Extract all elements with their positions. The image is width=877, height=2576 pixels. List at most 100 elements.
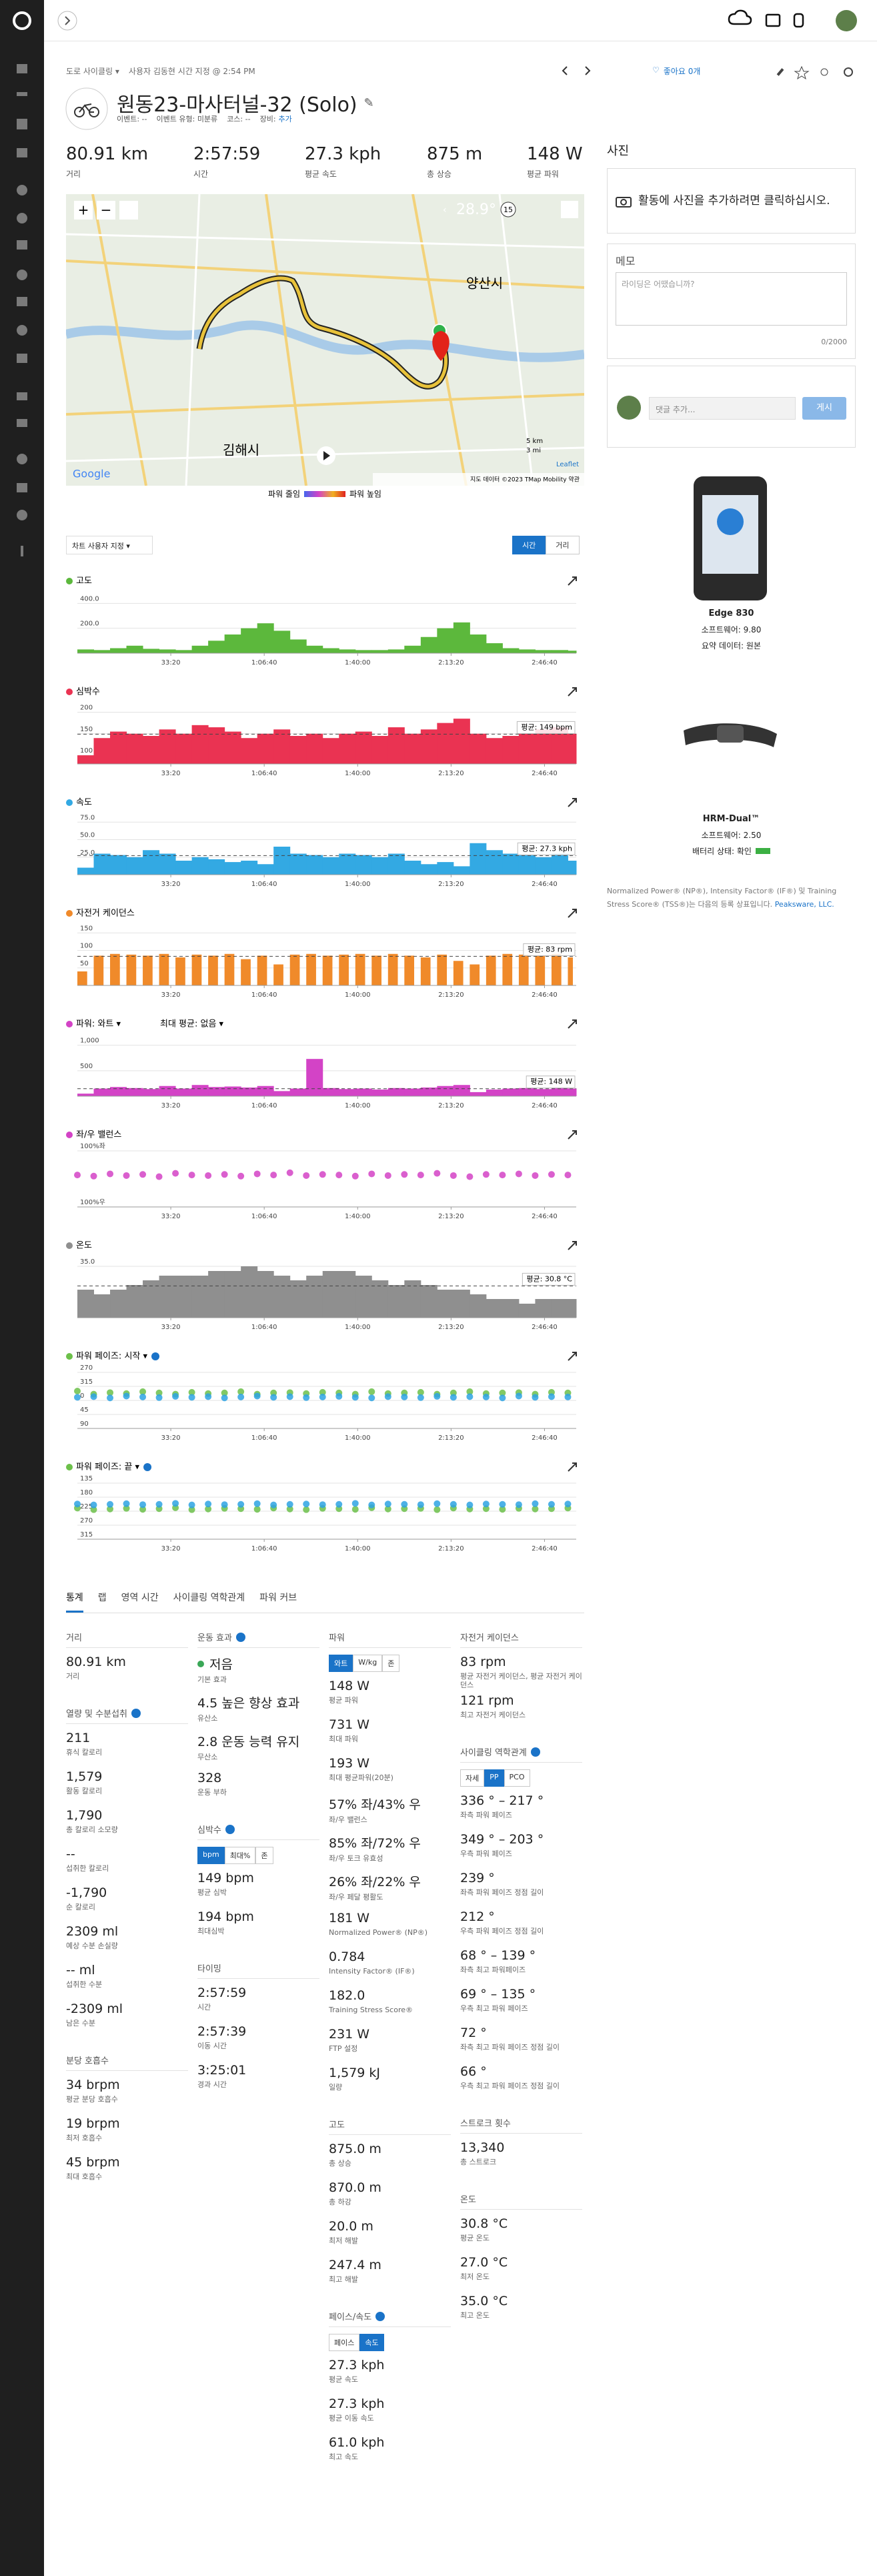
map[interactable]: + − ‹ 28.9° 15 양산시 김해시 Google 5 km 3 mi …	[66, 194, 584, 486]
layers[interactable]	[119, 201, 138, 220]
avatar[interactable]	[836, 10, 857, 31]
toggle-option[interactable]: 최대%	[224, 1847, 256, 1864]
end-pin[interactable]	[432, 331, 450, 361]
area-segment	[453, 719, 470, 764]
fullscreen[interactable]	[561, 201, 578, 218]
area-segment	[143, 649, 160, 653]
help-icon[interactable]	[235, 1632, 245, 1642]
expand-icon[interactable]	[568, 798, 577, 807]
stat-value: 61.0 kph	[329, 2435, 385, 2450]
toggle-option[interactable]: 속도	[359, 2334, 384, 2351]
panel-title[interactable]: 파워 페이즈: 시작 ▾	[76, 1352, 147, 1362]
inbox-icon[interactable]	[765, 13, 781, 27]
activity-type[interactable]: 도로 사이클링 ▾	[66, 67, 119, 76]
toggle-option[interactable]: 자세	[460, 1769, 485, 1787]
expand-icon[interactable]	[568, 1352, 577, 1361]
summary-value: 875 m	[427, 144, 483, 164]
stats-tab[interactable]: 파워 커브	[259, 1593, 297, 1603]
trademark-link[interactable]: Peaksware, LLC.	[774, 900, 834, 909]
toggle-option[interactable]: 시간	[512, 536, 546, 554]
expand-icon[interactable]	[568, 687, 577, 697]
nav-icon[interactable]	[17, 64, 27, 73]
toggle-option[interactable]: PCO	[504, 1769, 530, 1787]
toggle-option[interactable]: 존	[255, 1847, 273, 1864]
expand-nav[interactable]	[57, 11, 77, 31]
comment-input[interactable]: 댓글 추가...	[649, 397, 796, 420]
gear-link[interactable]: 추가	[278, 115, 292, 123]
nav-icon[interactable]	[17, 454, 27, 464]
average-label-bg	[526, 1076, 576, 1089]
upload-icon[interactable]	[728, 9, 752, 25]
comment-submit[interactable]: 게시	[802, 397, 846, 420]
stats-tab[interactable]: 사이클링 역학관계	[173, 1593, 245, 1603]
help-icon[interactable]	[225, 1824, 235, 1834]
nav-icon[interactable]	[17, 325, 27, 336]
device-line: 배터리 상태: 확인	[607, 843, 856, 859]
prev-activity[interactable]	[562, 66, 568, 75]
stats-tab[interactable]: 영역 시간	[121, 1593, 159, 1603]
nav-icon[interactable]	[17, 297, 27, 306]
device-name[interactable]: Edge 830	[708, 608, 754, 618]
unit-toggle: 자세 PP PCO	[460, 1769, 582, 1787]
toggle-option[interactable]: 페이스	[329, 2334, 360, 2351]
chart-customize[interactable]: 차트 사용자 지정 ▾	[66, 536, 153, 554]
device-name[interactable]: HRM-Dual™	[702, 814, 760, 824]
nav-icon[interactable]	[17, 483, 27, 492]
toggle-option[interactable]: bpm	[197, 1847, 225, 1864]
nav-icon[interactable]	[21, 546, 23, 556]
photos-box[interactable]: 활동에 사진을 추가하려면 클릭하십시오.	[607, 168, 856, 234]
nav-icon[interactable]	[17, 119, 27, 129]
nav-icon[interactable]	[17, 392, 27, 400]
help-icon[interactable]	[530, 1747, 540, 1757]
notes-input[interactable]: 라이딩은 어땠습니까?	[616, 272, 847, 326]
star-icon[interactable]	[794, 65, 810, 80]
nav-icon[interactable]	[17, 354, 27, 363]
area-segment	[387, 1285, 405, 1318]
expand-icon[interactable]	[568, 1130, 577, 1140]
area-segment	[568, 733, 577, 764]
nav-icon[interactable]	[17, 270, 27, 280]
edit-title[interactable]: ✎	[363, 95, 374, 110]
stats-tab[interactable]: 통계	[66, 1587, 83, 1613]
expand-icon[interactable]	[568, 1019, 577, 1029]
likes[interactable]: ♡ 좋아요 0개	[652, 65, 700, 77]
stat-label: 최고 온도	[460, 2311, 490, 2320]
zoom-in[interactable]	[74, 201, 93, 220]
nav-icon[interactable]	[17, 240, 27, 250]
panel-title[interactable]: 파워 페이즈: 끝 ▾	[76, 1462, 140, 1472]
leaflet-link[interactable]: Leaflet	[556, 461, 579, 468]
expand-icon[interactable]	[568, 909, 577, 918]
panel-option[interactable]: 최대 평균: 없음 ▾	[160, 1019, 224, 1029]
nav-icon[interactable]	[17, 185, 27, 195]
nav-icon[interactable]	[17, 148, 27, 157]
data-point	[90, 1501, 97, 1509]
expand-icon[interactable]	[568, 576, 577, 586]
stats-tab[interactable]: 랩	[97, 1593, 107, 1603]
edit-icon[interactable]	[776, 68, 784, 76]
settings-icon[interactable]	[844, 67, 853, 77]
toggle-option[interactable]: 존	[382, 1655, 400, 1672]
nav-icon[interactable]	[17, 510, 27, 520]
expand-icon[interactable]	[568, 1241, 577, 1250]
activity-title[interactable]: 원동23-마사터널-32 (Solo)	[117, 93, 357, 117]
logo[interactable]	[13, 11, 31, 30]
share-icon[interactable]	[820, 68, 828, 76]
expand-icon[interactable]	[568, 1462, 577, 1472]
watch-icon[interactable]	[793, 13, 804, 28]
nav-icon[interactable]	[17, 419, 27, 427]
toggle-option[interactable]: W/kg	[353, 1655, 383, 1672]
toggle-option[interactable]: 와트	[329, 1655, 353, 1672]
zoom-out[interactable]	[97, 201, 115, 220]
panel-title[interactable]: 파워: 와트 ▾	[76, 1019, 121, 1029]
area-segment	[339, 1271, 356, 1318]
area-segment	[273, 1091, 291, 1096]
bar	[224, 953, 235, 985]
toggle-option[interactable]: PP	[484, 1769, 504, 1787]
nav-icon[interactable]	[17, 92, 27, 96]
nav-icon[interactable]	[17, 213, 27, 224]
help-icon[interactable]	[375, 2311, 385, 2321]
toggle-option[interactable]: 거리	[546, 536, 580, 554]
help-icon[interactable]	[131, 1708, 141, 1718]
next-activity[interactable]	[585, 66, 591, 75]
bar	[241, 959, 251, 985]
